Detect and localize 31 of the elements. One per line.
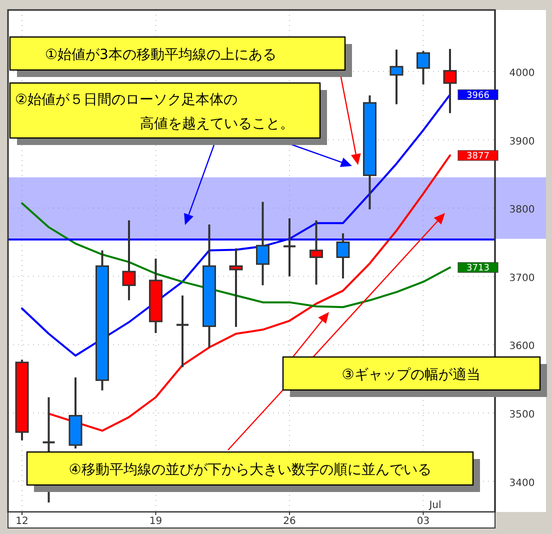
line-series: [48, 154, 451, 432]
y-tick-label: 3700: [509, 272, 535, 284]
candlestick: [443, 48, 457, 114]
candlestick: [390, 48, 404, 106]
annotation: Jul: [428, 500, 442, 511]
line-series: [21, 202, 451, 308]
y-tick-label: 3600: [509, 341, 535, 352]
y-tick-label: 4000: [509, 68, 535, 79]
x-tick-label: 03: [416, 516, 430, 527]
candlestick: [282, 217, 296, 278]
annotation: ④移動平均線の並びが下から大きい数字の順に並んでいる: [68, 462, 432, 478]
data-label: 3713: [466, 264, 490, 274]
data-label: 3877: [466, 152, 490, 162]
annotation: ③ギャップの幅が適当: [342, 367, 480, 383]
candlestick: [176, 294, 190, 368]
candlestick: [122, 219, 136, 302]
y-tick-label: 3400: [509, 478, 535, 489]
candlestick: [229, 247, 243, 328]
y-tick-label: 3800: [509, 204, 535, 216]
candlestick: [256, 200, 270, 286]
candlestick: [416, 50, 430, 86]
x-tick-label: 19: [149, 516, 162, 527]
candlestick: [336, 232, 350, 280]
data-label: 3966: [466, 90, 490, 101]
annotation: ②始値が５日間のローソク足本体の高値を越えていること。: [15, 92, 294, 132]
x-tick-label: 12: [16, 516, 28, 527]
x-tick-label: 26: [283, 516, 296, 527]
annotation: ①始値が3本の移動平均線の上にある: [45, 47, 276, 63]
candlestick: [310, 219, 323, 286]
y-tick-label: 3500: [509, 409, 535, 420]
y-tick-label: 3900: [509, 136, 535, 148]
